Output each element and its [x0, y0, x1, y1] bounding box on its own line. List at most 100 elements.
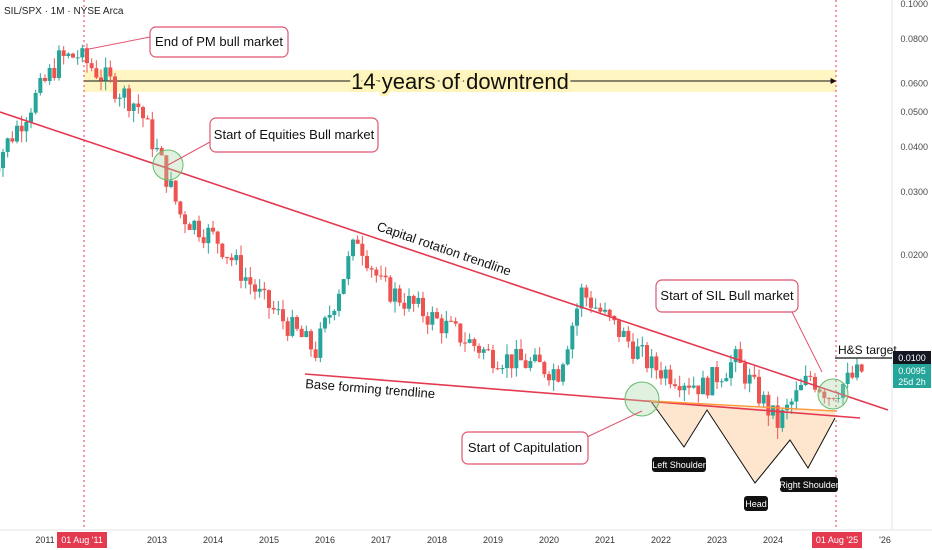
candle: [113, 73, 117, 103]
x-axis-ticks: 2011122013201420152016201720182019202020…: [35, 535, 891, 545]
candle: [481, 346, 486, 360]
candle: [705, 375, 710, 399]
candle: [295, 315, 299, 332]
candle: [309, 329, 313, 357]
candle: [710, 366, 715, 396]
candle: [253, 279, 257, 300]
candle: [57, 45, 61, 81]
x-tick-label: 2016: [315, 535, 335, 545]
price-label-current-text: 0.0095: [898, 366, 926, 376]
candle: [402, 292, 407, 316]
candle: [682, 383, 687, 401]
candle: [10, 131, 15, 144]
x-tick-label: 2014: [203, 535, 223, 545]
callout-start-sil-text: Start of SIL Bull market: [660, 288, 794, 303]
x-tick-label: 2020: [539, 535, 559, 545]
candle: [318, 322, 323, 363]
candle: [299, 325, 304, 338]
candle: [649, 349, 654, 378]
callout-start-capitulation[interactable]: Start of Capitulation: [461, 431, 589, 465]
x-tick-label: 2021: [595, 535, 615, 545]
left-shoulder-text: Left Shoulder: [652, 460, 706, 470]
candle: [43, 74, 47, 83]
candle: [262, 281, 267, 300]
capital-rotation-trendline[interactable]: [0, 111, 889, 411]
base-forming-trendline[interactable]: [304, 373, 861, 419]
price-label-target-text: 0.0100: [898, 353, 926, 363]
y-tick-label: 0.0400: [900, 142, 928, 152]
callout-end-pm[interactable]: End of PM bull market: [149, 26, 289, 58]
candle: [5, 137, 10, 158]
date-marker-2011-text: 01 Aug '11: [61, 535, 103, 545]
candle: [808, 371, 813, 382]
candle: [131, 102, 136, 123]
candle: [831, 397, 836, 401]
candle: [696, 385, 701, 403]
callout-end-pm-text: End of PM bull market: [155, 34, 283, 49]
callout-start-equities[interactable]: Start of Equities Bull market: [209, 117, 379, 153]
candle: [122, 85, 127, 109]
candle: [729, 354, 733, 386]
right-shoulder-text: Right Shoulder: [779, 480, 839, 490]
y-tick-label: 0.0200: [900, 250, 928, 260]
candle: [817, 387, 822, 394]
candle: [267, 289, 271, 319]
candle: [229, 253, 234, 267]
candle: [155, 138, 159, 152]
time-scale[interactable]: [0, 530, 932, 550]
candle: [183, 211, 187, 234]
candle: [393, 282, 397, 313]
candle: [290, 309, 295, 338]
candle: [635, 338, 640, 360]
date-marker-2011: 01 Aug '11: [57, 532, 107, 548]
x-tick-label: 2023: [707, 535, 727, 545]
candle: [411, 294, 416, 312]
callout-start-capitulation-text: Start of Capitulation: [468, 440, 582, 455]
candle: [66, 52, 71, 59]
candle: [75, 50, 80, 65]
candle: [201, 229, 206, 249]
candle: [430, 306, 435, 331]
candle: [565, 345, 570, 366]
candle: [640, 336, 645, 357]
candle: [533, 348, 537, 363]
right-shoulder-tag: Right Shoulder: [779, 477, 839, 492]
candle: [15, 120, 19, 144]
candle: [570, 322, 575, 359]
head-text: Head: [745, 499, 767, 509]
candle: [164, 155, 169, 193]
candle: [687, 377, 691, 395]
candle: [607, 308, 612, 321]
candle: [491, 344, 495, 374]
price-label-target: 0.0100: [893, 351, 931, 364]
candle: [33, 89, 38, 115]
callout-start-sil[interactable]: Start of SIL Bull market: [655, 279, 799, 313]
candle: [794, 381, 799, 410]
candle: [80, 44, 85, 63]
candle: [505, 344, 509, 378]
candle: [789, 398, 794, 414]
candle: [304, 325, 309, 338]
symbol-header[interactable]: SIL/SPX · 1M · NYSE Arca: [4, 6, 124, 17]
hs-neckline[interactable]: [649, 400, 836, 412]
candle: [383, 267, 388, 282]
candle: [136, 94, 141, 114]
candle: [127, 84, 131, 118]
candle: [0, 148, 5, 177]
x-tick-label: 2024: [763, 535, 783, 545]
candle: [575, 303, 579, 336]
candle: [243, 267, 248, 289]
price-scale[interactable]: [892, 0, 932, 530]
candle: [743, 359, 747, 390]
candle: [332, 309, 337, 321]
candle: [775, 396, 780, 440]
candle: [192, 219, 197, 235]
date-marker-2025: 01 Aug '25: [812, 532, 862, 548]
candle: [38, 73, 43, 96]
candle: [85, 43, 89, 73]
candle: [691, 376, 696, 389]
candle: [141, 105, 145, 128]
candle: [248, 267, 253, 295]
candle: [827, 396, 831, 406]
x-tick-label: 2017: [371, 535, 391, 545]
